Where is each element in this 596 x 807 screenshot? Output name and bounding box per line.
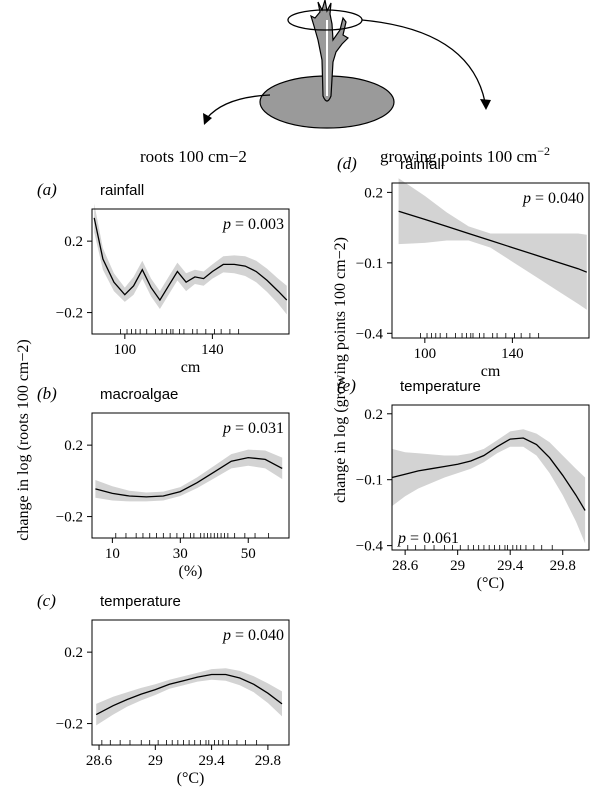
y-tick-label: −0.2	[56, 510, 83, 526]
fitted-line	[93, 217, 288, 302]
y-axis-label-right: change in log (growing points 100 cm−2)	[332, 237, 349, 503]
confidence-band	[392, 429, 586, 544]
panel-label: (a)	[37, 180, 57, 199]
panel-title: temperature	[400, 378, 481, 395]
y-tick-label: −0.2	[56, 306, 83, 322]
x-tick-label: 29	[148, 753, 163, 769]
x-tick-label: 28.6	[86, 753, 113, 769]
arrow-left-head	[203, 113, 212, 125]
arrow-left-curve	[206, 94, 271, 119]
x-tick-label: 29	[450, 558, 465, 574]
chart-panel-b: 10 30 50 0.2 −0.2 (b) macroalgae p = 0.031 (%)	[37, 384, 290, 580]
x-tick-label: 50	[241, 546, 256, 562]
panel-label: (d)	[337, 154, 357, 173]
p-value-number: = 0.031	[231, 420, 284, 437]
p-value-number: = 0.040	[231, 627, 284, 644]
y-tick-label: 0.2	[364, 185, 383, 201]
header-left-label: roots 100 cm−2	[140, 147, 247, 166]
p-value: p = 0.061	[397, 530, 459, 547]
coral-illustration	[203, 0, 491, 129]
p-value-number: = 0.040	[531, 190, 584, 207]
y-tick-label: −0.1	[356, 473, 383, 489]
arrow-right-head	[480, 99, 491, 110]
panel-label: (e)	[337, 376, 356, 395]
seagrass-plant-icon	[310, 0, 349, 102]
p-value-symbol: p	[522, 190, 531, 207]
y-tick-label: −0.4	[356, 326, 384, 342]
y-tick-label: −0.1	[356, 256, 383, 272]
header-right-label-sup: −2	[537, 144, 550, 158]
x-tick-label: 30	[173, 546, 188, 562]
x-axis-label: (°C)	[477, 575, 505, 592]
x-tick-label: 29.8	[255, 753, 281, 769]
y-tick-label: 0.2	[64, 645, 83, 661]
confidence-band	[96, 668, 282, 726]
x-axis-label: cm	[181, 359, 201, 376]
confidence-band	[398, 178, 587, 310]
x-axis-label: (%)	[179, 563, 203, 580]
x-tick-label: 29.4	[198, 753, 225, 769]
plot-frame	[91, 208, 290, 335]
header-right-label: growing points 100 cm−2	[380, 144, 550, 166]
y-tick-label: 0.2	[364, 407, 383, 423]
x-tick-label: 100	[114, 342, 137, 358]
fitted-line	[391, 437, 586, 511]
panels: 100 140 0.2 −0.2 (a) rainfall p = 0.003 cm 10 30 5…	[37, 154, 590, 787]
header-right-label-base: growing points 100 cm	[380, 147, 537, 166]
y-tick-label: −0.4	[356, 539, 384, 555]
panel-title: rainfall	[400, 156, 444, 173]
plot-frame	[91, 619, 290, 746]
plot-frame	[391, 404, 590, 551]
fitted-line	[398, 210, 588, 273]
panel-title: rainfall	[100, 182, 144, 199]
confidence-band	[94, 203, 287, 315]
chart-panel-c: 28.6 29 29.4 29.8 0.2 −0.2 (c) temperature p = 0…	[37, 591, 290, 787]
p-value: p = 0.003	[222, 216, 284, 233]
x-axis-label: (°C)	[177, 770, 205, 787]
x-tick-label: 100	[414, 346, 437, 362]
p-value-symbol: p	[222, 627, 231, 644]
y-tick-label: 0.2	[64, 438, 83, 454]
panel-label: (b)	[37, 384, 57, 403]
p-value: p = 0.040	[222, 627, 284, 644]
y-tick-label: 0.2	[64, 234, 83, 250]
p-value-symbol: p	[222, 216, 231, 233]
p-value: p = 0.040	[522, 190, 584, 207]
p-value-symbol: p	[222, 420, 231, 437]
x-axis-label: cm	[481, 363, 501, 380]
p-value-number: = 0.003	[231, 216, 284, 233]
panel-label: (c)	[37, 591, 56, 610]
p-value-number: = 0.061	[406, 530, 459, 547]
chart-panel-e: 28.6 29 29.4 29.8 0.2 −0.1 −0.4 (e) temperature p…	[337, 376, 590, 592]
chart-panel-a: 100 140 0.2 −0.2 (a) rainfall p = 0.003 cm	[37, 180, 290, 376]
chart-panel-d: 100 140 0.2 −0.1 −0.4 (d) rainfall p = 0.040 cm	[337, 154, 590, 380]
x-tick-label: 140	[201, 342, 224, 358]
plot-frame	[391, 182, 590, 339]
p-value-symbol: p	[397, 530, 406, 547]
fitted-line	[95, 456, 283, 498]
x-tick-label: 140	[501, 346, 524, 362]
x-tick-label: 28.6	[392, 558, 419, 574]
fitted-line	[95, 673, 283, 716]
x-tick-label: 29.4	[497, 558, 524, 574]
panel-title: macroalgae	[100, 386, 178, 403]
arrow-right-curve	[361, 19, 486, 103]
x-tick-label: 10	[105, 546, 120, 562]
y-tick-label: −0.2	[56, 717, 83, 733]
x-tick-label: 29.8	[550, 558, 576, 574]
panel-title: temperature	[100, 593, 181, 610]
p-value: p = 0.031	[222, 420, 284, 437]
y-axis-label-left: change in log (roots 100 cm−2)	[15, 339, 32, 540]
confidence-band	[95, 449, 283, 502]
